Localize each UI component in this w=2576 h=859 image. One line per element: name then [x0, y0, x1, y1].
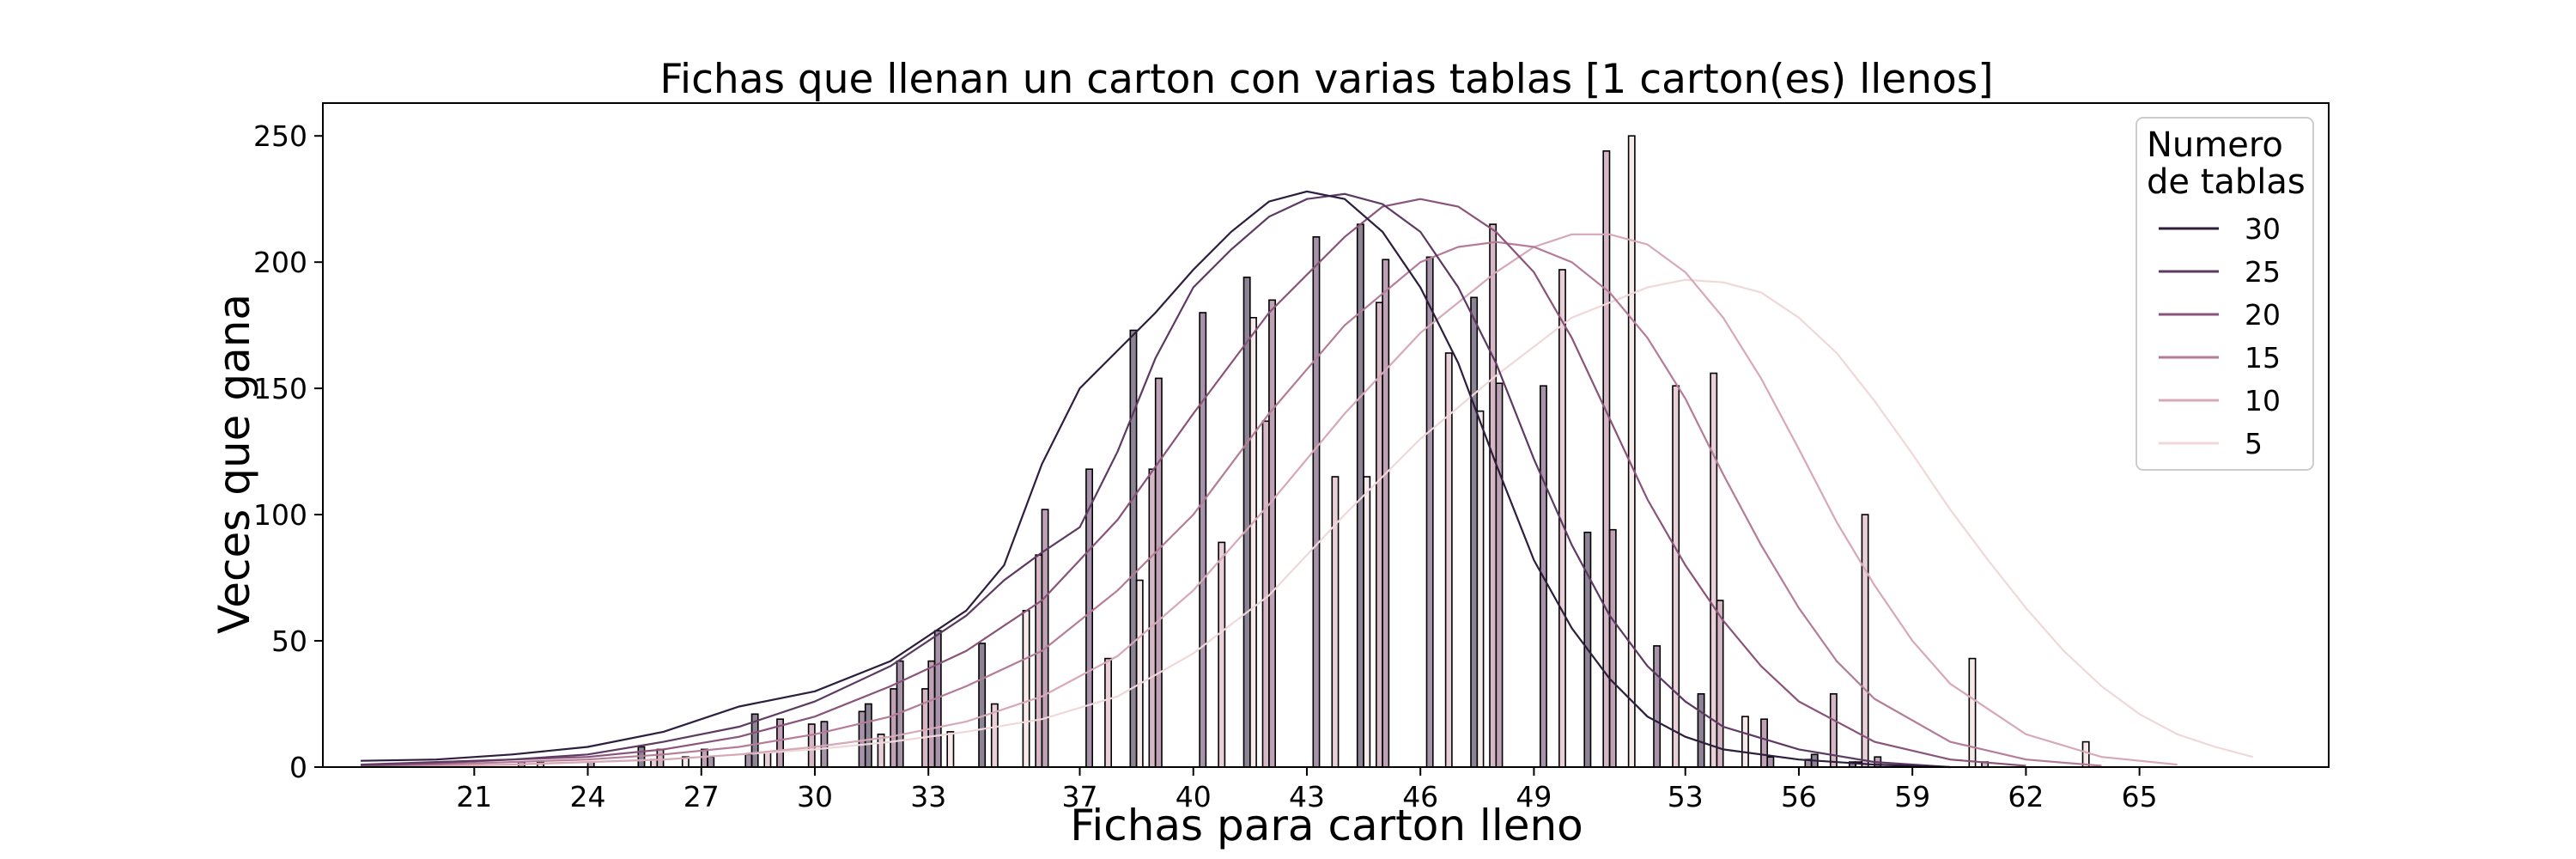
- bar-series-15: [1261, 420, 1270, 768]
- kde-line-5: [361, 278, 2254, 769]
- bar-series-10: [1218, 541, 1226, 768]
- legend: Numero de tablas 30 25 20 15 10 5: [2136, 117, 2314, 471]
- legend-label-10: 10: [2245, 384, 2281, 417]
- x-tick-label: 30: [797, 780, 833, 813]
- bar-series-10: [1861, 514, 1869, 768]
- x-axis-label: Fichas para carton lleno: [1070, 801, 1583, 850]
- plot-area: [361, 135, 2254, 769]
- legend-items: 30 25 20 15 10 5: [2159, 212, 2281, 460]
- bar-series-5: [1135, 579, 1144, 768]
- bar-series-25: [1653, 645, 1662, 768]
- legend-title: de tablas: [2147, 162, 2306, 202]
- x-tick-label: 37: [1062, 780, 1098, 813]
- bar-series-25: [707, 756, 715, 768]
- bar-series-25: [744, 753, 753, 768]
- bar-series-15: [1035, 554, 1043, 768]
- kde-line-25: [361, 192, 1951, 769]
- x-tick-label: 33: [910, 780, 946, 813]
- bar-series-25: [820, 721, 829, 768]
- bar-series-5: [1627, 135, 1636, 768]
- bar-series-20: [927, 660, 936, 768]
- bar-series-15: [1148, 468, 1157, 768]
- bar-series-15: [1376, 302, 1383, 768]
- x-tick-label: 56: [1781, 780, 1817, 813]
- x-tick-label: 49: [1516, 780, 1552, 813]
- bar-series-20: [1760, 718, 1768, 768]
- bar-series-25: [1312, 235, 1321, 768]
- y-tick-label: 150: [253, 372, 307, 405]
- bar-series-5: [1363, 476, 1371, 768]
- bar-series-10: [1331, 476, 1340, 768]
- x-tick-label: 40: [1176, 780, 1212, 813]
- x-tick-label: 59: [1894, 780, 1930, 813]
- y-axis: 0 50 100 150 200 250: [253, 119, 323, 784]
- bar-series-10: [1710, 372, 1718, 768]
- legend-label-5: 5: [2245, 427, 2263, 460]
- bar-series-30: [1242, 276, 1251, 768]
- bar-series-15: [807, 723, 816, 768]
- legend-label-30: 30: [2245, 212, 2281, 246]
- x-tick-label: 53: [1668, 780, 1704, 813]
- bar-series-25: [1199, 312, 1207, 768]
- legend-box: [2136, 117, 2314, 471]
- x-axis: 21 24 27 30 33 37 40 43 46 49 53 56 59 62 65: [456, 767, 2158, 813]
- bar-series-5: [1968, 657, 1977, 768]
- bar-series-25: [1766, 756, 1775, 768]
- bar-series-10: [1672, 385, 1680, 768]
- x-tick-label: 43: [1289, 780, 1325, 813]
- bar-series-5: [1741, 716, 1749, 768]
- x-tick-label: 24: [570, 780, 606, 813]
- chart-title: Fichas que llenan un carton con varias t…: [659, 56, 1993, 103]
- x-tick-label: 65: [2122, 780, 2158, 813]
- y-tick-label: 200: [253, 246, 307, 279]
- y-tick-label: 250: [253, 119, 307, 153]
- x-tick-label: 62: [2008, 780, 2044, 813]
- bar-series-25: [1425, 256, 1434, 768]
- bar-series-5: [1476, 410, 1485, 768]
- bar-series-20: [1608, 528, 1617, 768]
- bar-series-30: [1470, 296, 1479, 768]
- bar-series-10: [763, 751, 772, 768]
- bar-series-15: [921, 688, 930, 768]
- bar-series-5: [1249, 316, 1257, 768]
- y-tick-label: 0: [289, 751, 307, 784]
- y-axis-label: Veces que gana: [210, 294, 259, 634]
- bar-series-15: [1716, 600, 1724, 768]
- bar-series-20: [1268, 299, 1277, 768]
- kde-line-20: [361, 198, 2026, 767]
- legend-label-15: 15: [2245, 341, 2281, 375]
- x-tick-label: 27: [683, 780, 720, 813]
- bar-series-10: [1104, 657, 1113, 768]
- bar-series-30: [978, 643, 987, 768]
- bar-series-25: [858, 710, 866, 768]
- legend-label-25: 25: [2245, 255, 2281, 289]
- x-tick-label: 46: [1402, 780, 1438, 813]
- bar-series-15: [1489, 223, 1498, 768]
- kde-line-30: [361, 190, 1951, 769]
- kde-line-15: [361, 241, 2102, 767]
- y-tick-label: 50: [271, 624, 307, 658]
- bar-series-15: [656, 748, 665, 768]
- bar-series-20: [890, 688, 898, 768]
- y-tick-label: 100: [253, 498, 307, 532]
- bar-series-5: [1022, 609, 1030, 768]
- bar-series-30: [1129, 329, 1138, 768]
- bar-series-30: [1697, 692, 1705, 768]
- legend-label-20: 20: [2245, 298, 2281, 332]
- bar-series-5: [2081, 740, 2090, 768]
- bar-series-20: [1382, 259, 1390, 768]
- bar-series-20: [1154, 377, 1163, 768]
- bar-series-30: [864, 703, 872, 768]
- x-tick-label: 21: [456, 780, 492, 813]
- bar-series-5: [946, 731, 955, 768]
- kde-line-10: [361, 233, 2178, 769]
- bar-series-20: [1495, 382, 1504, 768]
- legend-title: Numero: [2147, 125, 2283, 165]
- plot-frame: [322, 102, 2330, 768]
- bar-series-20: [700, 748, 708, 768]
